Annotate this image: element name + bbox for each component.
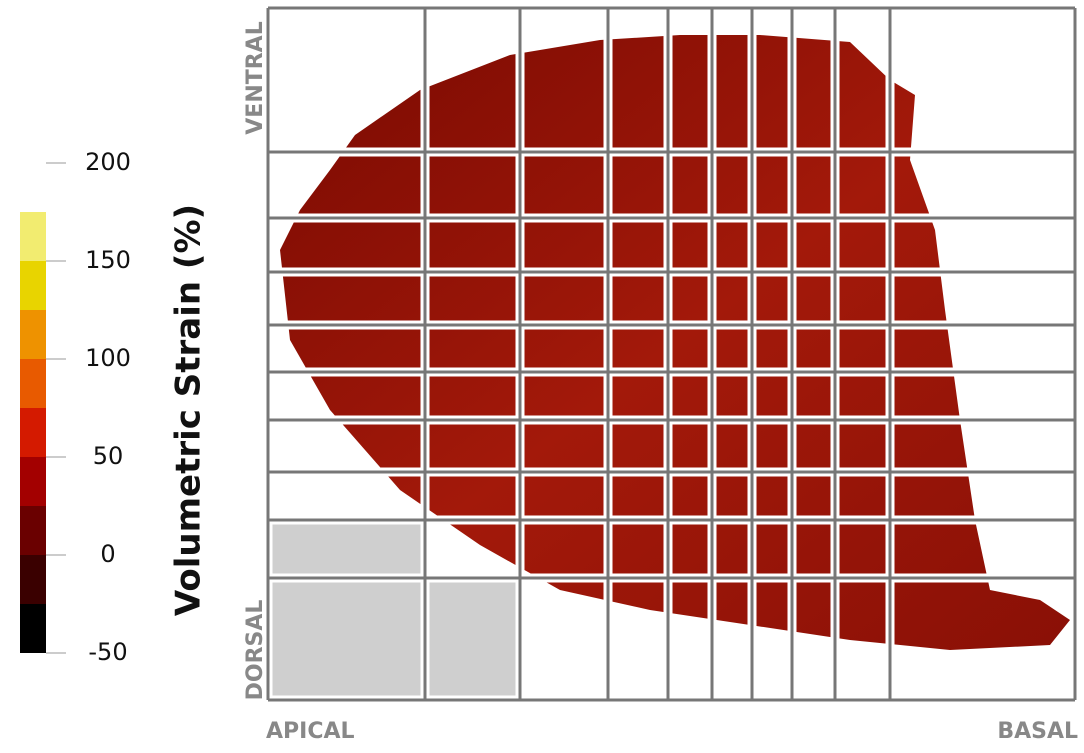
colorbar-band: [20, 261, 46, 310]
colorbar-band: [20, 555, 46, 604]
colorbar-band: [20, 604, 46, 653]
colorbar-band: [20, 212, 46, 261]
colorbar-band: [20, 310, 46, 359]
strain-map: [268, 35, 1070, 700]
apical-label: APICAL: [266, 719, 355, 744]
colorbar-tick-label: 0: [100, 540, 115, 568]
colorbar-tick-label: 100: [85, 344, 131, 372]
colorbar-title: Volumetric Strain (%): [169, 204, 209, 616]
colorbar-band: [20, 506, 46, 555]
grid: [263, 3, 1080, 705]
dorsal-label: DORSAL: [243, 600, 268, 701]
colorbar-tick-label: 200: [85, 148, 131, 176]
basal-label: BASAL: [997, 719, 1078, 744]
colorbar-tick-label: -50: [88, 638, 127, 666]
colorbar-tick-label: 50: [93, 442, 124, 470]
colorbar-band: [20, 457, 46, 506]
colorbar-tick-label: 150: [85, 246, 131, 274]
tissue-region: [280, 35, 1070, 650]
ventral-label: VENTRAL: [243, 21, 268, 134]
colorbar-band: [20, 408, 46, 457]
colorbar-band: [20, 359, 46, 408]
empty-cell: [268, 520, 425, 700]
empty-cell: [425, 578, 520, 700]
